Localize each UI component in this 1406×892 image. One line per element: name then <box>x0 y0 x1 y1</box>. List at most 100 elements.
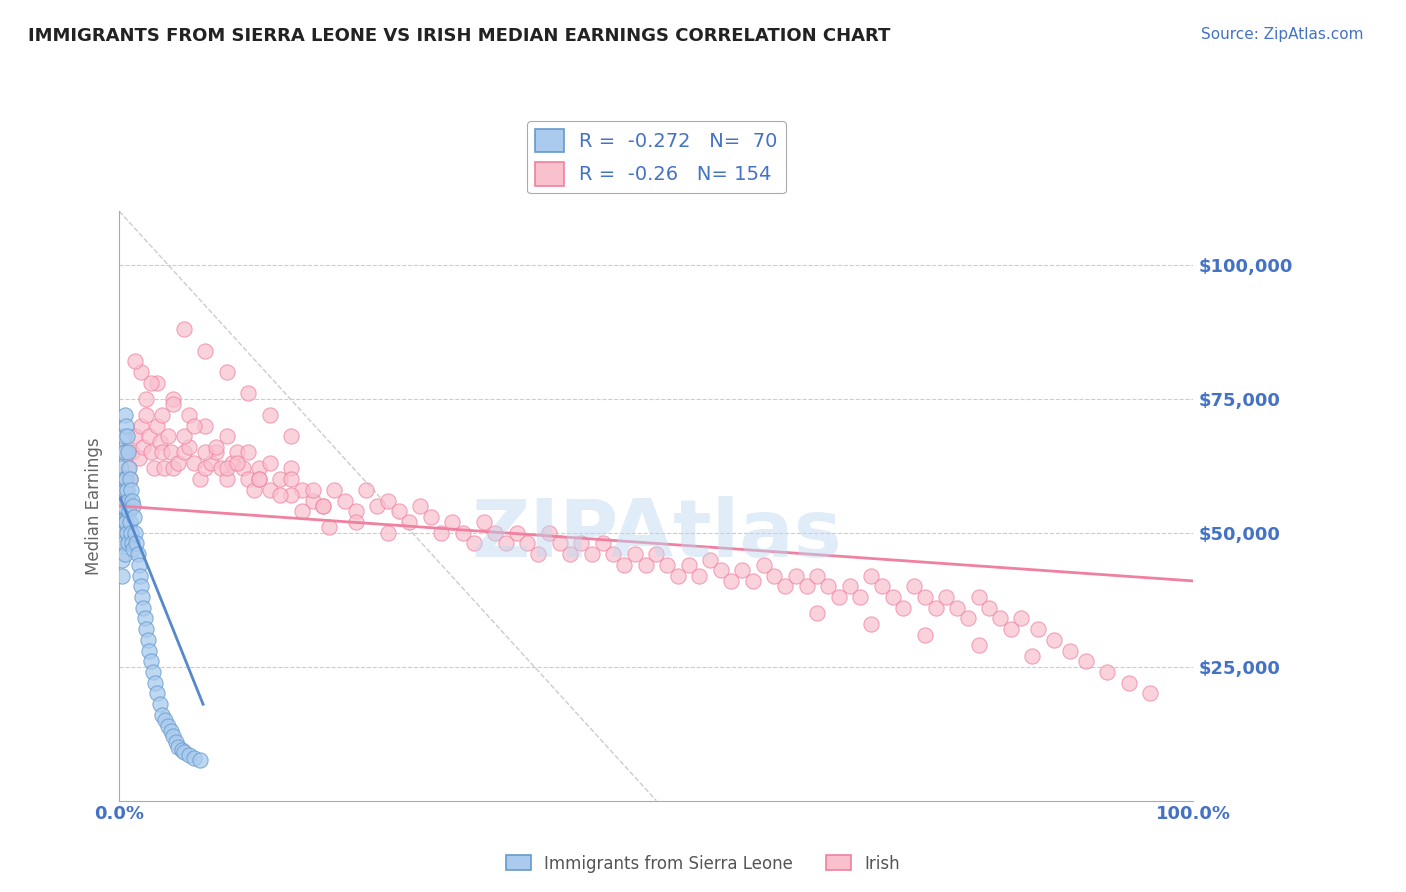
Point <box>232 461 254 475</box>
Point <box>117 493 139 508</box>
Point <box>678 558 700 572</box>
Point <box>312 499 335 513</box>
Point <box>1118 675 1140 690</box>
Point <box>194 445 217 459</box>
Point <box>366 499 388 513</box>
Point <box>115 525 138 540</box>
Point <box>136 632 159 647</box>
Point <box>742 574 765 588</box>
Point <box>505 525 527 540</box>
Point <box>114 515 136 529</box>
Point <box>333 493 356 508</box>
Point <box>124 509 146 524</box>
Point <box>377 525 399 540</box>
Point <box>150 707 173 722</box>
Point <box>849 590 872 604</box>
Point <box>129 418 152 433</box>
Point <box>946 600 969 615</box>
Point <box>238 472 260 486</box>
Point <box>115 429 138 443</box>
Point <box>114 445 136 459</box>
Point <box>114 418 136 433</box>
Point <box>226 456 249 470</box>
Point <box>592 536 614 550</box>
Point <box>162 729 184 743</box>
Point <box>128 558 150 572</box>
Point <box>159 445 181 459</box>
Point <box>118 515 141 529</box>
Point <box>806 606 828 620</box>
Point <box>624 547 647 561</box>
Point <box>215 365 238 379</box>
Point <box>860 568 883 582</box>
Point <box>634 558 657 572</box>
Point <box>183 751 205 765</box>
Point <box>177 747 200 762</box>
Point <box>170 742 193 756</box>
Point <box>688 568 710 582</box>
Point <box>1042 632 1064 647</box>
Point <box>474 515 496 529</box>
Point <box>146 376 169 390</box>
Point <box>135 392 157 406</box>
Point <box>312 499 335 513</box>
Text: IMMIGRANTS FROM SIERRA LEONE VS IRISH MEDIAN EARNINGS CORRELATION CHART: IMMIGRANTS FROM SIERRA LEONE VS IRISH ME… <box>28 27 890 45</box>
Point <box>967 638 990 652</box>
Point <box>979 600 1001 615</box>
Point <box>1026 622 1049 636</box>
Point <box>146 686 169 700</box>
Point <box>344 504 367 518</box>
Point <box>141 376 163 390</box>
Point <box>269 472 291 486</box>
Point <box>259 483 281 497</box>
Point <box>935 590 957 604</box>
Point <box>111 499 134 513</box>
Point <box>118 504 141 518</box>
Point <box>280 429 302 443</box>
Point <box>110 472 132 486</box>
Point <box>419 509 441 524</box>
Point <box>773 579 796 593</box>
Point <box>247 472 270 486</box>
Point <box>318 520 340 534</box>
Point <box>155 713 177 727</box>
Point <box>125 536 148 550</box>
Point <box>377 493 399 508</box>
Point <box>112 536 135 550</box>
Y-axis label: Median Earnings: Median Earnings <box>86 437 103 574</box>
Point <box>129 365 152 379</box>
Point <box>121 536 143 550</box>
Point <box>114 483 136 497</box>
Point <box>114 472 136 486</box>
Point <box>149 434 172 449</box>
Point <box>569 536 592 550</box>
Point <box>128 450 150 465</box>
Point <box>134 611 156 625</box>
Point <box>128 568 150 582</box>
Point <box>112 429 135 443</box>
Point <box>527 547 550 561</box>
Point <box>112 499 135 513</box>
Point <box>150 408 173 422</box>
Point <box>135 408 157 422</box>
Point <box>162 397 184 411</box>
Point <box>710 563 733 577</box>
Point <box>301 483 323 497</box>
Point <box>1059 643 1081 657</box>
Point <box>259 408 281 422</box>
Point <box>162 392 184 406</box>
Point <box>1097 665 1119 679</box>
Point <box>162 461 184 475</box>
Point <box>173 445 195 459</box>
Point <box>110 483 132 497</box>
Point <box>110 461 132 475</box>
Point <box>280 488 302 502</box>
Point <box>146 418 169 433</box>
Point <box>387 504 409 518</box>
Point <box>150 445 173 459</box>
Point <box>409 499 432 513</box>
Point <box>215 461 238 475</box>
Point <box>655 558 678 572</box>
Point <box>560 547 582 561</box>
Point <box>129 579 152 593</box>
